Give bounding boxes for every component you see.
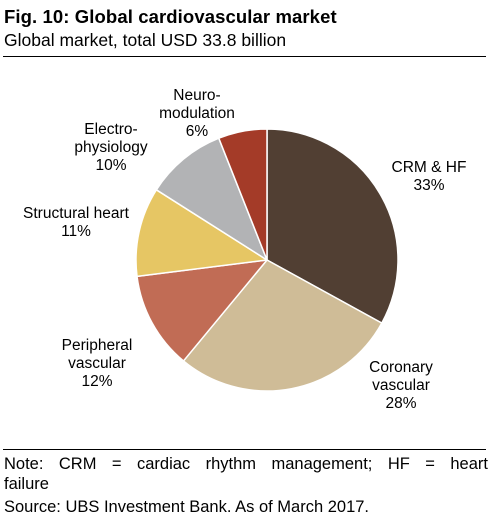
footnote-word: Note: [4,455,44,473]
footnote-line-2: failure [4,475,49,493]
slice-label-crm-hf: CRM & HF 33% [392,159,467,194]
pie-slice-coronary [182,259,383,392]
footnote-word: rhythm [205,455,257,473]
slice-label-peripheral: Peripheral vascular 12% [62,337,133,390]
footnote-word: management; [271,455,373,473]
pie-slice-neuro [218,128,268,261]
pie-chart: CRM & HF 33%Coronary vascular 28%Peripheral… [23,87,466,412]
bottom-divider [3,449,486,450]
pie-labels: CRM & HF 33%Coronary vascular 28%Peripheral… [23,87,466,412]
footnote-line-1: Note: CRM = cardiac rhythm management; HF = hear… [4,454,488,474]
slice-label-line: modulation [159,105,235,122]
source-note: Source: UBS Investment Bank. As of March… [4,498,370,516]
slice-value-label: 6% [186,123,209,140]
slice-label-coronary: Coronary vascular 28% [369,359,433,412]
slice-label-line: vascular [68,355,126,372]
footnote-word: HF [387,455,410,473]
slice-label-line: Peripheral [62,337,133,354]
footnote-word: CRM [58,455,97,473]
slice-value-label: 28% [385,395,416,412]
pie-slice-structural [135,189,268,278]
slice-value-label: 10% [95,157,126,174]
chart-subtitle: Global market, total USD 33.8 billion [4,30,287,50]
top-divider [3,56,486,57]
footnote-word: cardiac [136,455,191,473]
slice-label-line: Coronary [369,359,433,376]
slice-label-line: Structural heart [23,205,130,222]
slice-label-line: Neuro- [173,87,220,104]
slice-label-electro: Electro-physiology 10% [74,121,147,174]
pie-slices [135,128,399,392]
chart-title: Fig. 10: Global cardiovascular market [4,6,337,27]
pie-slice-electro [155,137,268,261]
slice-value-label: 11% [61,223,91,240]
slice-value-label: 12% [81,373,112,390]
slice-label-line: vascular [372,377,430,394]
footnote-word: heart [450,455,488,473]
footnote-word: = [425,455,435,473]
slice-label-line: physiology [74,139,147,156]
footnote: Note: CRM = cardiac rhythm management; HF = hear… [4,454,488,494]
slice-label-line: CRM & HF [392,159,467,176]
slice-label-structural: Structural heart 11% [23,205,130,240]
slice-value-label: 33% [413,177,444,194]
slice-label-neuro: Neuro-modulation 6% [159,87,235,140]
pie-slice-peripheral [136,259,268,362]
slice-label-line: Electro- [84,121,137,138]
footnote-word: = [111,455,122,473]
pie-slice-crm-hf [266,128,399,324]
